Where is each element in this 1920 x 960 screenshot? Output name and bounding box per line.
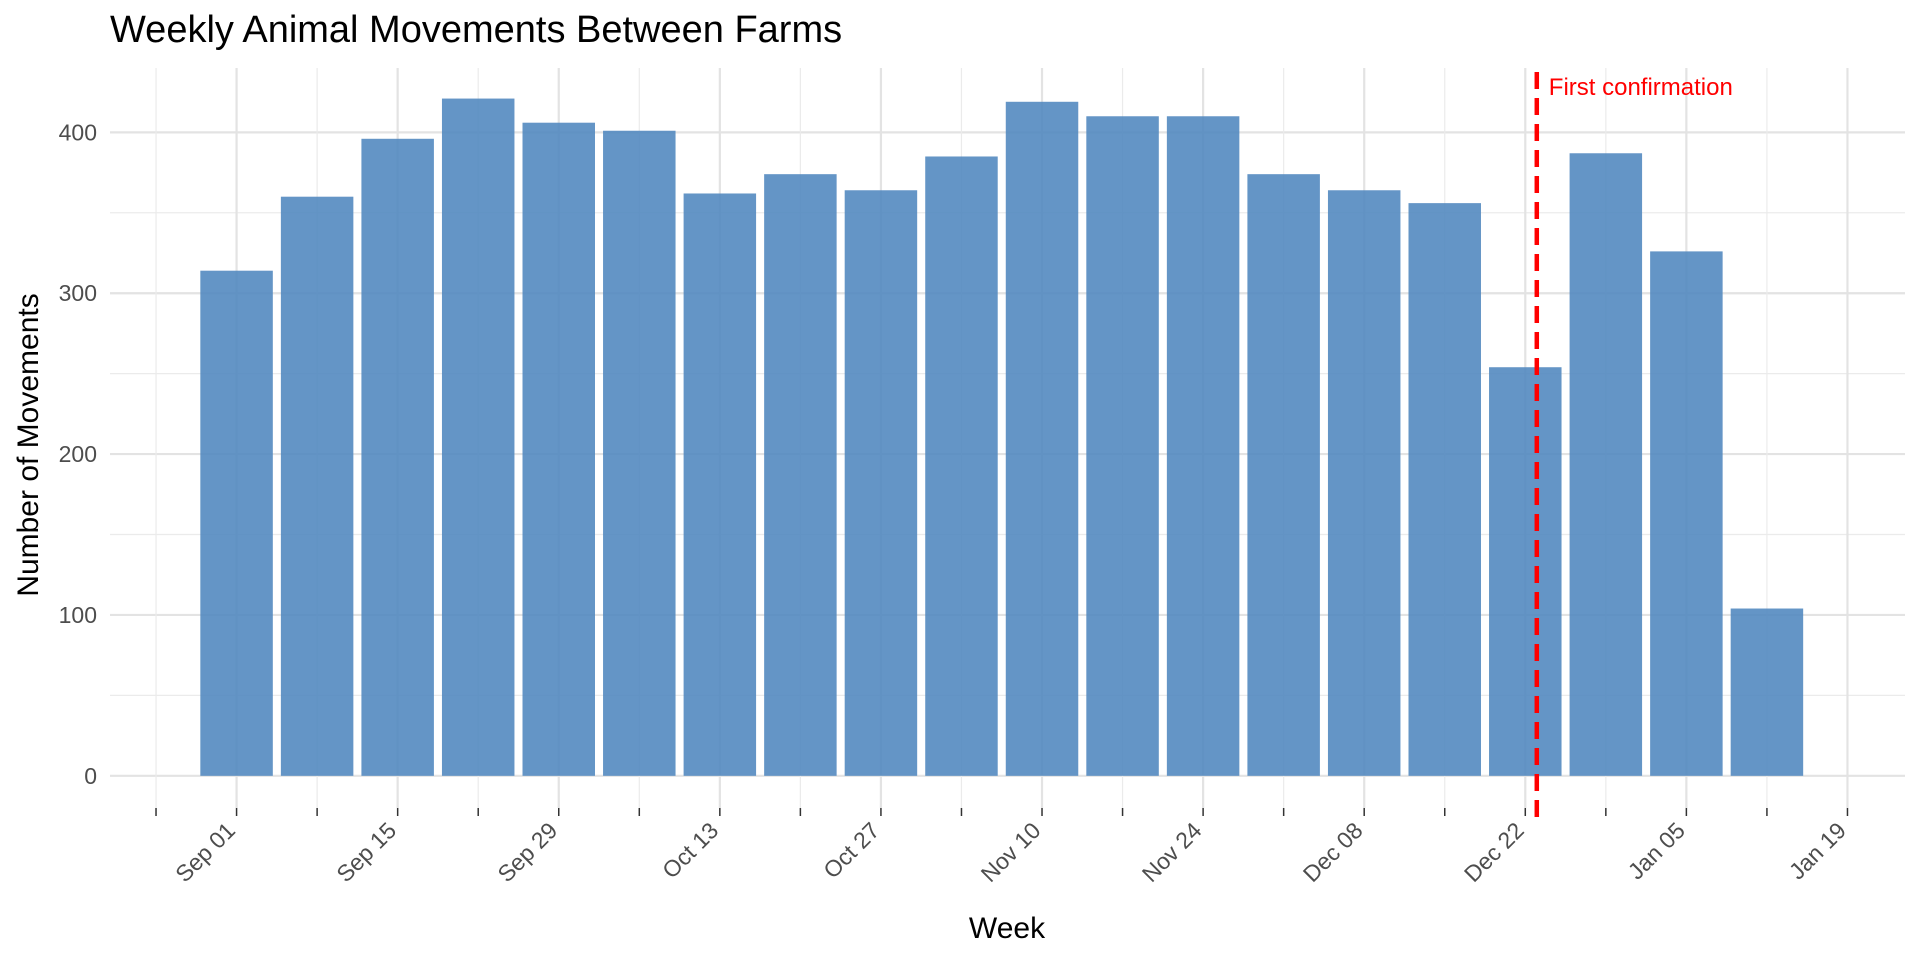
x-axis-title: Week [969, 912, 1046, 945]
bar [1650, 251, 1723, 776]
x-axis-ticks: Sep 01 Sep 15 Sep 29 Oct 13 Oct 27 Nov 10 Nov … [155, 808, 1851, 887]
x-tick-label: Oct 27 [818, 817, 884, 883]
bar [1569, 153, 1643, 776]
bars [200, 98, 1804, 776]
first-confirmation-label: First confirmation [1549, 74, 1733, 101]
x-tick-label: Sep 01 [170, 817, 240, 887]
chart-title: Weekly Animal Movements Between Farms [110, 9, 842, 51]
bar [1247, 174, 1320, 776]
x-tick-label: Jan 19 [1784, 817, 1851, 884]
bar [764, 174, 837, 776]
y-tick-label: 400 [59, 119, 97, 145]
bar [1166, 116, 1240, 776]
y-tick-label: 300 [59, 280, 97, 306]
y-axis-title: Number of Movements [12, 293, 45, 596]
bar [1005, 101, 1079, 776]
x-tick-label: Oct 13 [657, 817, 723, 883]
x-tick-label: Nov 10 [976, 817, 1046, 887]
bar [1327, 190, 1401, 776]
bar [1408, 203, 1481, 776]
bar [522, 122, 595, 776]
x-tick-label: Sep 29 [492, 817, 562, 887]
x-tick-label: Dec 08 [1298, 817, 1368, 887]
bar [1086, 116, 1159, 776]
bar [603, 130, 676, 776]
y-tick-label: 100 [59, 602, 97, 628]
bar [441, 98, 515, 776]
x-tick-label: Sep 15 [331, 817, 401, 887]
bar [683, 193, 757, 776]
bar [1489, 367, 1562, 776]
bar [925, 156, 998, 776]
bar [200, 270, 273, 776]
x-tick-label: Nov 24 [1137, 817, 1207, 887]
y-tick-label: 200 [59, 441, 97, 467]
bar [280, 196, 354, 776]
y-axis-ticks: 0 100 200 300 400 [59, 119, 97, 788]
bar [844, 190, 918, 776]
x-tick-label: Dec 22 [1459, 817, 1529, 887]
y-tick-label: 0 [84, 763, 97, 789]
annotations: First confirmation [1534, 72, 1733, 822]
bar [361, 138, 434, 776]
x-tick-label: Jan 05 [1623, 817, 1690, 884]
bar [1730, 608, 1804, 776]
